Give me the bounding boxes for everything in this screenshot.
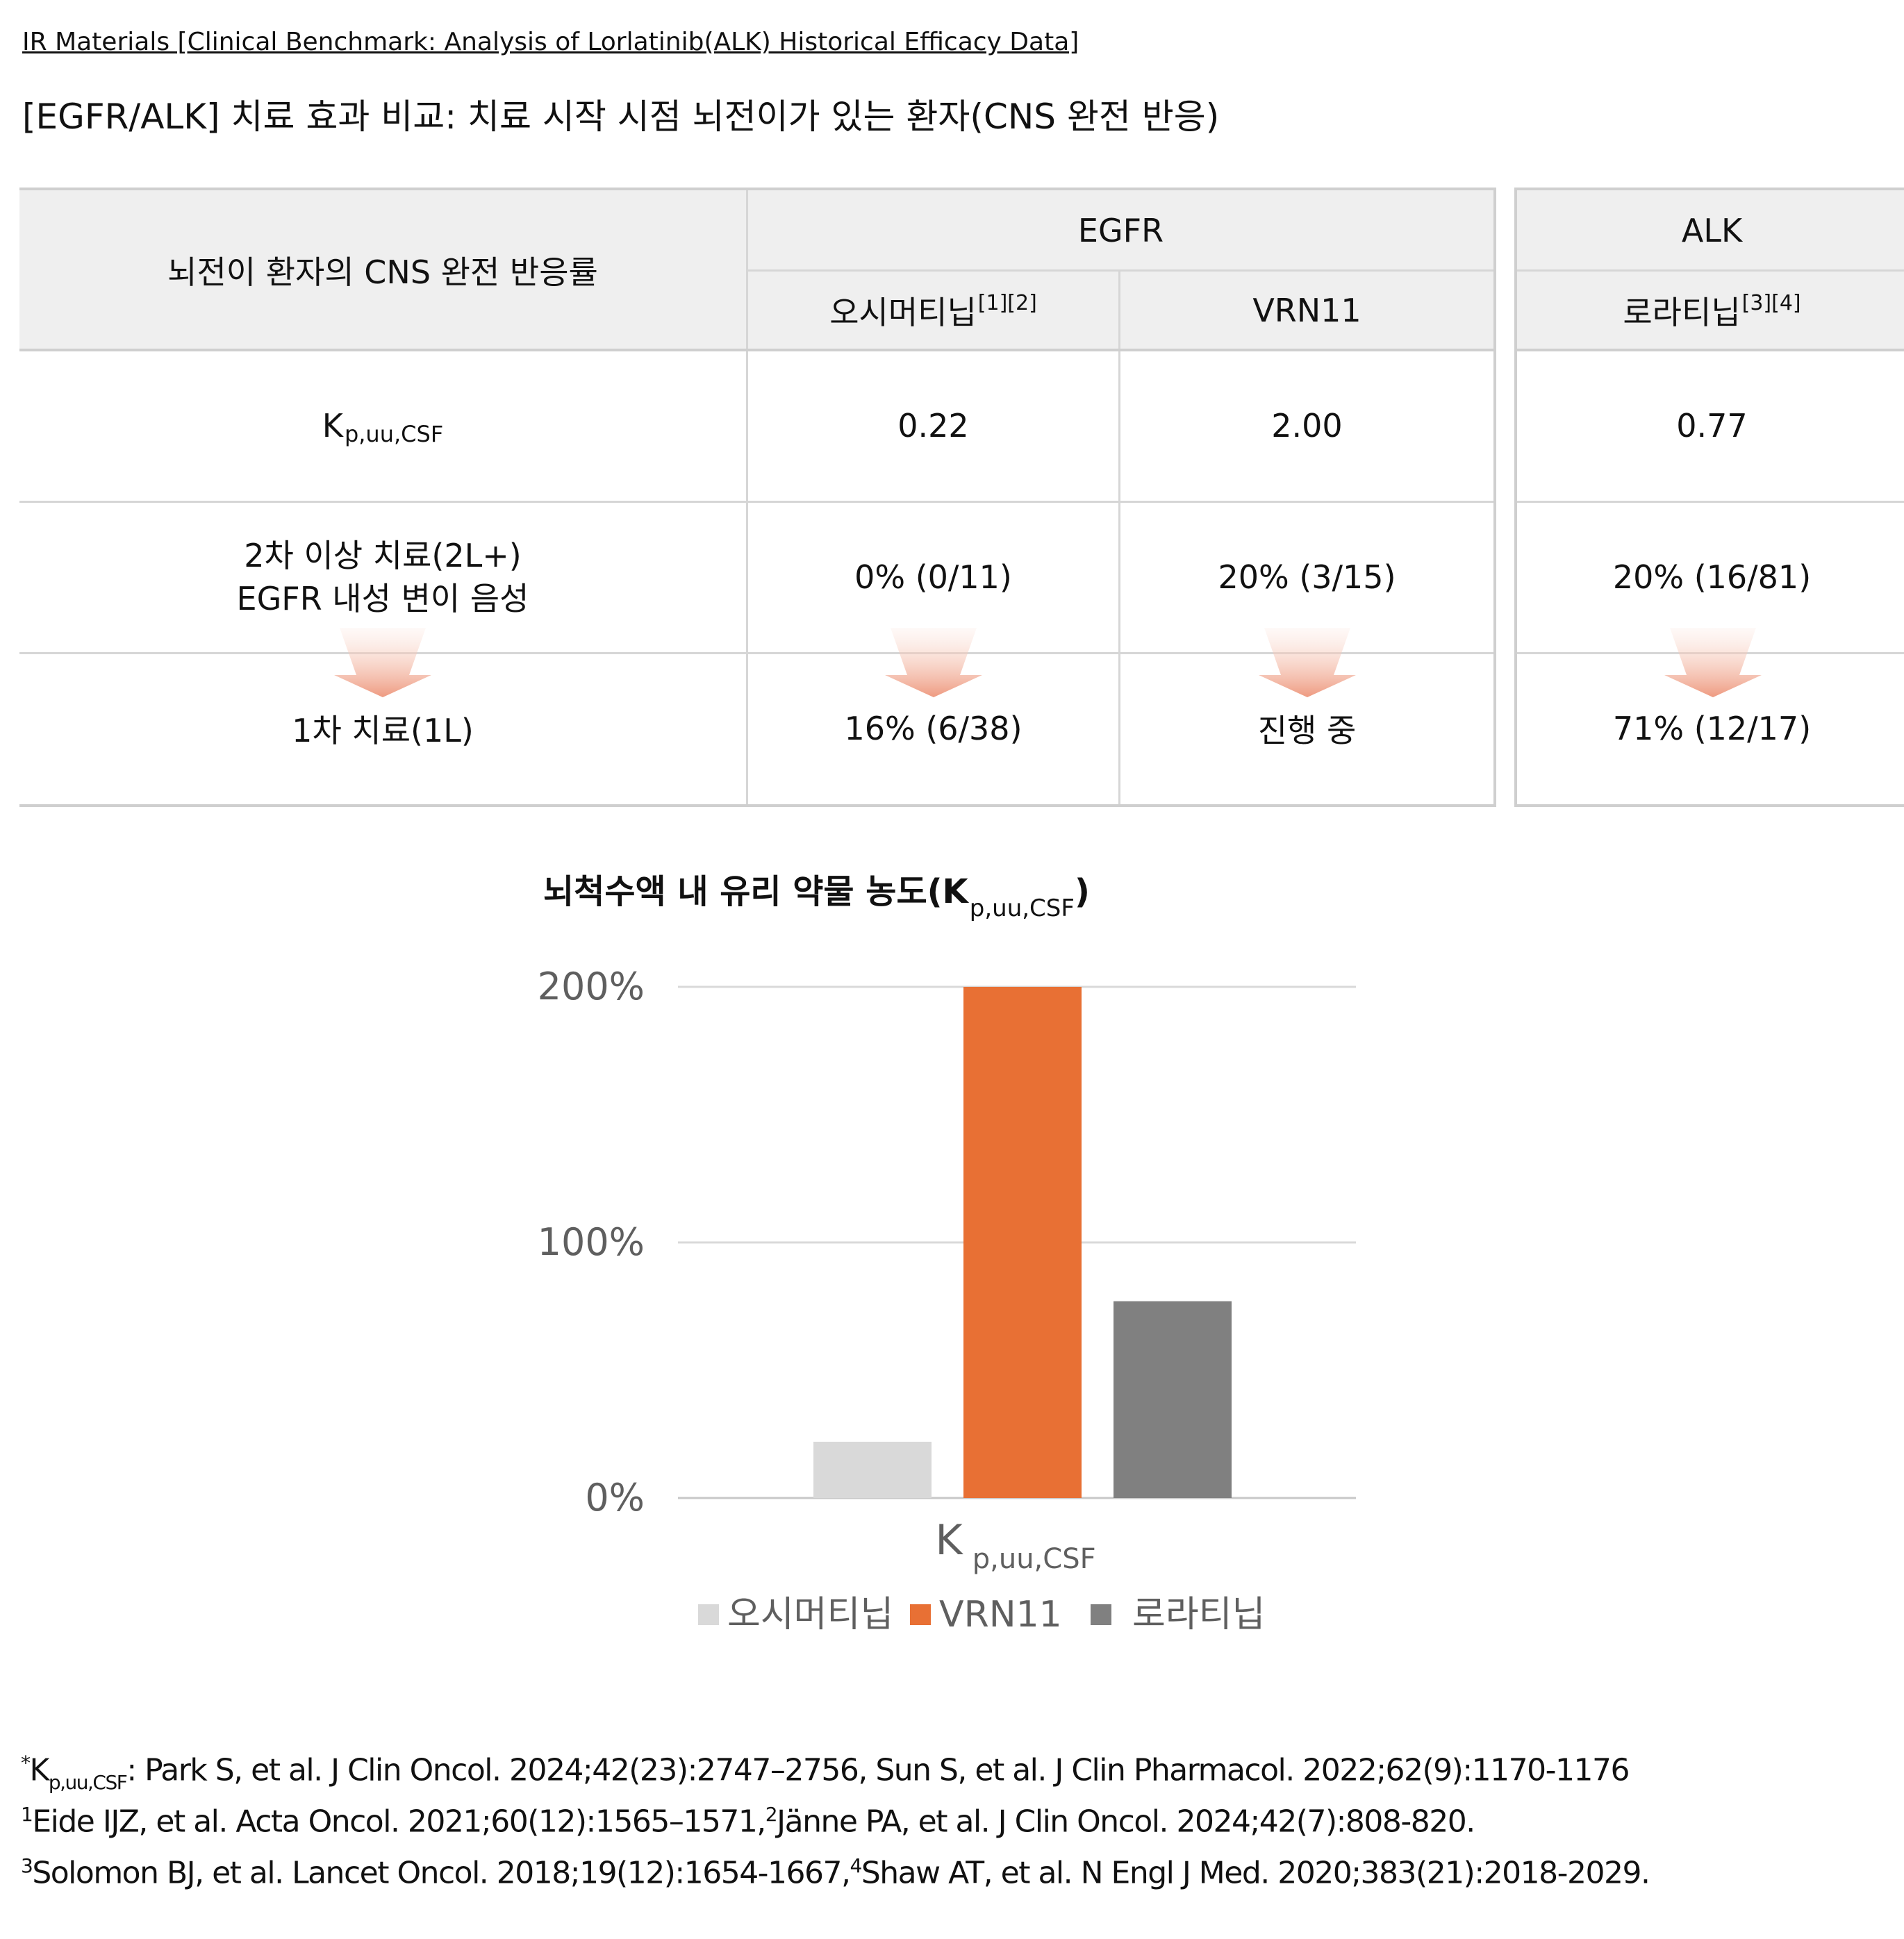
- col-vrn11: VRN11: [1252, 291, 1361, 329]
- x-category-label-sub: p,uu,CSF: [972, 1543, 1096, 1575]
- footnote-marker: *: [21, 1751, 31, 1774]
- col-lorlatinib-name: 로라티닙: [1623, 293, 1741, 331]
- footnote-3: 3Solomon BJ, et al. Lancet Oncol. 2018;1…: [21, 1854, 1650, 1891]
- cell-1l-osimertinib: 16% (6/38): [844, 710, 1023, 747]
- divider: [1517, 501, 1904, 503]
- chart-title-close: ): [1074, 872, 1090, 911]
- legend-swatch: [910, 1604, 931, 1625]
- legend-swatch: [1091, 1604, 1111, 1625]
- cell-kp-vrn11: 2.00: [1271, 407, 1343, 444]
- cell-1l-vrn11: 진행 중: [1257, 712, 1357, 749]
- legend-label: 로라티닙: [1132, 1594, 1265, 1636]
- col-lorlatinib: 로라티닙 [3][4]: [1517, 270, 1904, 350]
- footnote-text: Jänne PA, et al. J Clin Oncol. 2024;42(7…: [777, 1804, 1475, 1840]
- row-2l-label-line2: EGFR 내성 변이 음성: [236, 580, 529, 617]
- down-arrow-icon: [334, 628, 431, 697]
- bar-1: [813, 1442, 932, 1498]
- divider: [1118, 270, 1120, 804]
- row-kp-label-main: K: [322, 407, 343, 444]
- group-alk: ALK: [1681, 211, 1743, 249]
- page-title: [EGFR/ALK] 치료 효과 비교: 치료 시작 시점 뇌전이가 있는 환자…: [22, 97, 1220, 137]
- col-osimertinib-refs: [1][2]: [977, 291, 1037, 315]
- cell-2l-lorlatinib: 20% (16/81): [1612, 558, 1812, 596]
- legend-swatch: [698, 1604, 719, 1625]
- x-category-label-main: K: [935, 1516, 963, 1565]
- footnote-text: Solomon BJ, et al. Lancet Oncol. 2018;19…: [32, 1855, 851, 1891]
- group-egfr: EGFR: [1077, 211, 1164, 249]
- bar-2: [963, 987, 1082, 1498]
- footnote-marker: 3: [21, 1854, 33, 1877]
- divider: [19, 349, 1493, 351]
- cell-2l-osimertinib: 0% (0/11): [854, 558, 1012, 596]
- footnote-marker: 1: [21, 1803, 33, 1826]
- corner-label: 뇌전이 환자의 CNS 완전 반응률: [167, 253, 598, 291]
- divider: [19, 652, 1493, 654]
- row-2l-label: 2차 이상 치료(2L+) EGFR 내성 변이 음성: [19, 501, 746, 653]
- divider: [746, 190, 748, 804]
- col-lorlatinib-refs: [3][4]: [1741, 291, 1801, 315]
- chart-title: 뇌척수액 내 유리 약물 농도(Kp,uu,CSF): [543, 864, 1090, 922]
- divider: [748, 269, 1493, 272]
- header-link[interactable]: IR Materials [Clinical Benchmark: Analys…: [22, 28, 1079, 56]
- footnote-marker: 4: [850, 1854, 863, 1877]
- row-1l-label: 1차 치료(1L): [292, 712, 474, 749]
- cell-kp-osimertinib: 0.22: [897, 407, 969, 444]
- col-osimertinib-name: 오시머티닙: [829, 293, 977, 331]
- chart-title-main: 뇌척수액 내 유리 약물 농도(K: [543, 872, 968, 911]
- cell-kp-lorlatinib: 0.77: [1676, 407, 1748, 444]
- comparison-table-egfr: 뇌전이 환자의 CNS 완전 반응률 EGFR 오시머티닙 [1][2] VRN1…: [19, 188, 1496, 807]
- cell-2l-vrn11: 20% (3/15): [1218, 558, 1396, 596]
- divider: [1517, 349, 1904, 351]
- down-arrow-icon: [1259, 628, 1356, 697]
- footnote-2: 1Eide IJZ, et al. Acta Oncol. 2021;60(12…: [21, 1803, 1475, 1840]
- divider: [1517, 269, 1904, 272]
- footnote-marker: 2: [765, 1803, 778, 1826]
- footnote-text: Shaw AT, et al. N Engl J Med. 2020;383(2…: [861, 1855, 1650, 1891]
- bar-3: [1114, 1301, 1232, 1498]
- down-arrow-icon: [1664, 628, 1762, 697]
- y-tick-label: 200%: [538, 965, 645, 1008]
- y-tick-label: 100%: [538, 1220, 645, 1264]
- cell-1l-lorlatinib: 71% (12/17): [1612, 710, 1812, 747]
- y-tick-label: 0%: [585, 1476, 645, 1520]
- legend-label: VRN11: [939, 1594, 1062, 1636]
- divider: [19, 501, 1493, 503]
- footnote-text: : Park S, et al. J Clin Oncol. 2024;42(2…: [126, 1752, 1630, 1788]
- footnote-ksub: p,uu,CSF: [48, 1770, 128, 1794]
- footnote-text: Eide IJZ, et al. Acta Oncol. 2021;60(12)…: [32, 1804, 766, 1840]
- col-osimertinib: 오시머티닙 [1][2]: [748, 270, 1118, 350]
- footnote-k: K: [29, 1752, 50, 1788]
- legend-label: 오시머티닙: [727, 1594, 893, 1636]
- comparison-table-alk: ALK 로라티닙 [3][4] 0.77 20% (16/81) 71% (12/…: [1514, 188, 1904, 807]
- row-kp-label-sub: p,uu,CSF: [344, 421, 444, 447]
- footnote-1: *Kp,uu,CSF: Park S, et al. J Clin Oncol.…: [21, 1751, 1630, 1794]
- row-2l-label-line1: 2차 이상 치료(2L+): [244, 537, 522, 574]
- down-arrow-icon: [885, 628, 982, 697]
- chart-title-sub: p,uu,CSF: [969, 894, 1075, 922]
